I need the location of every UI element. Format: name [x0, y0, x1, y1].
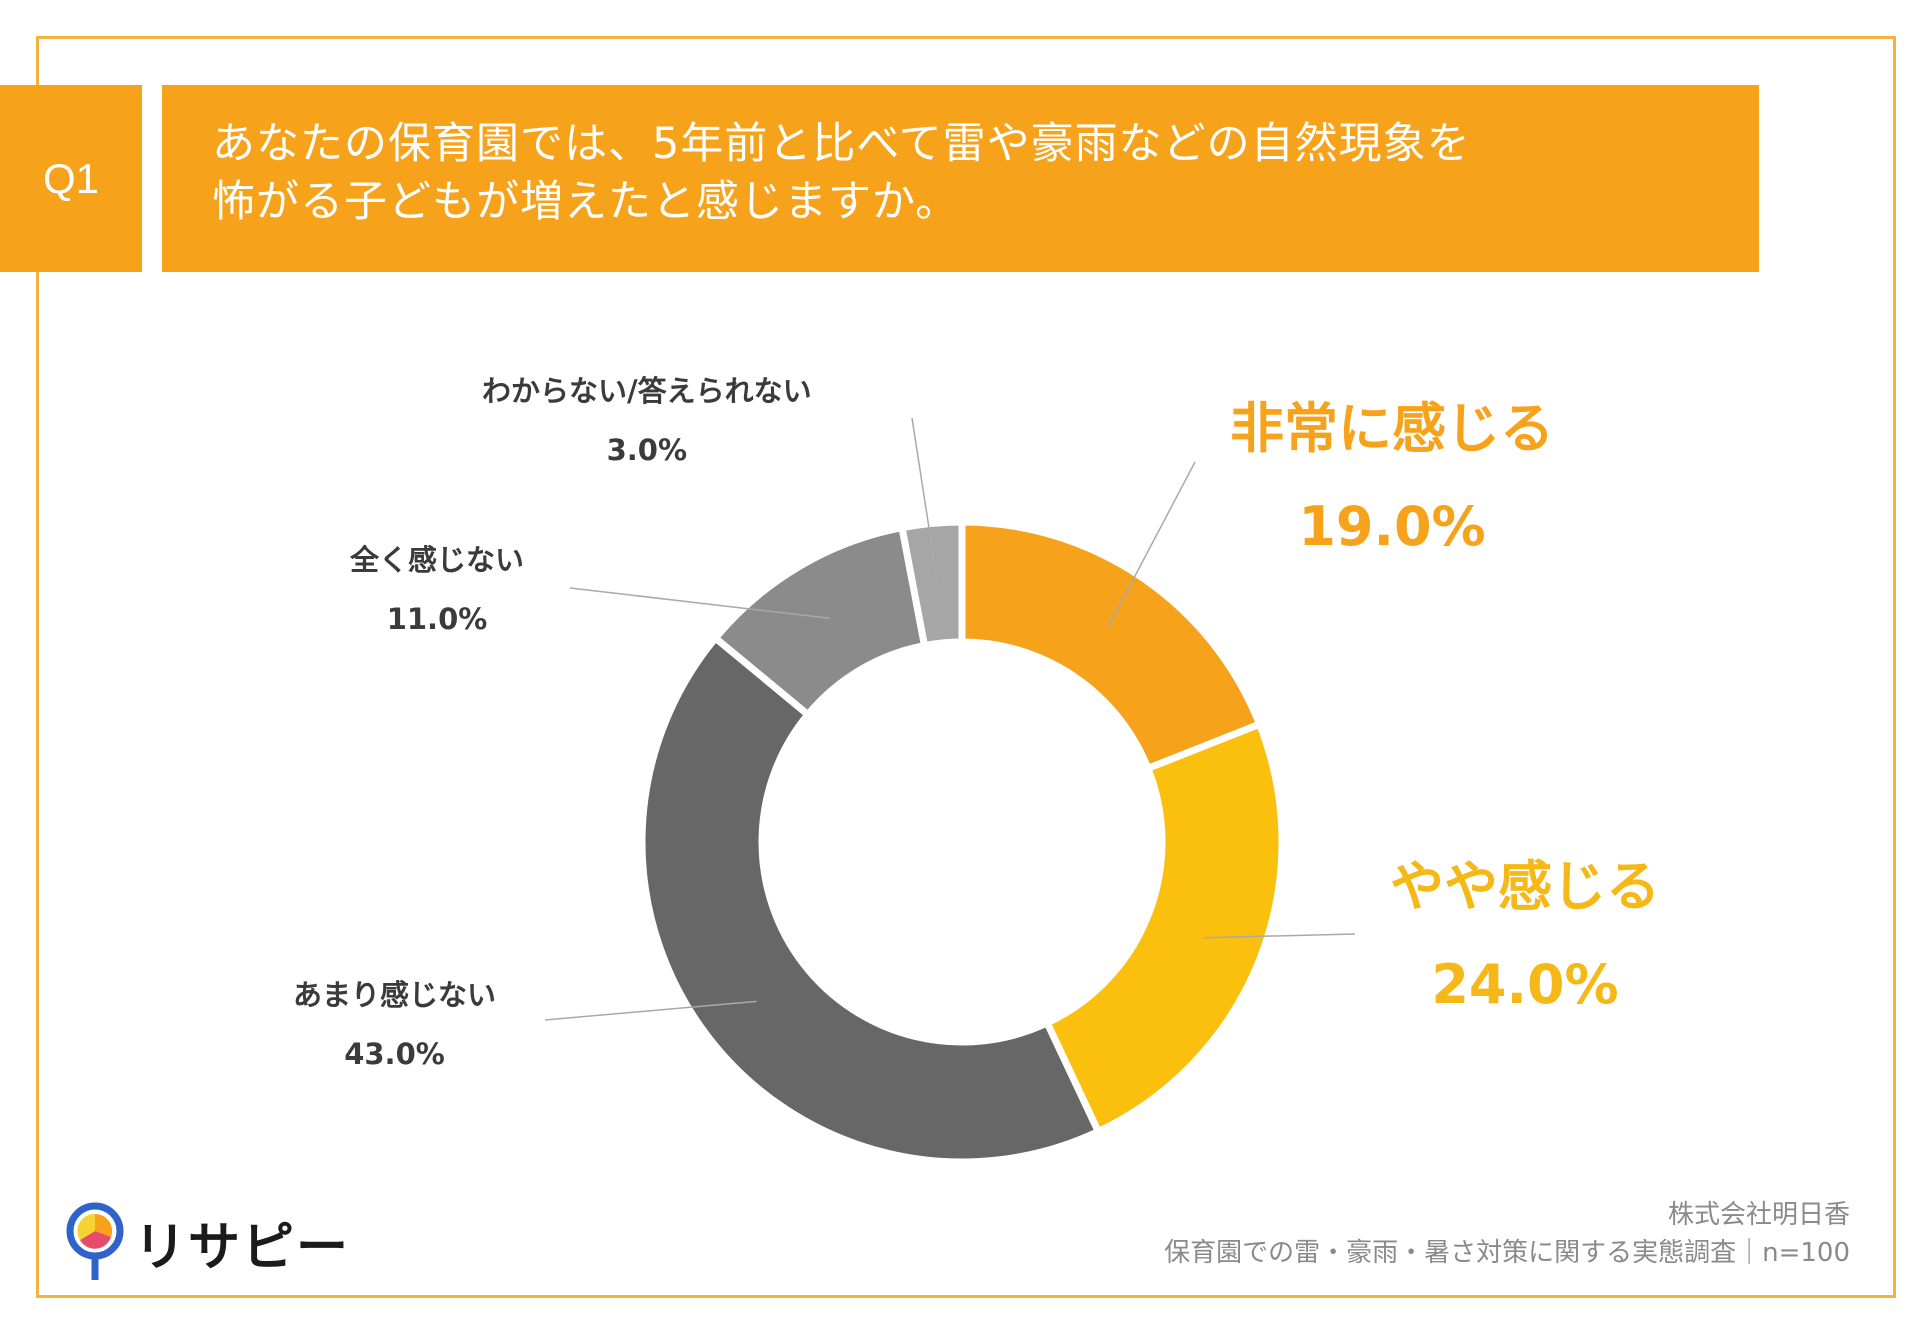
question-text-line-2: 怖がる子どもが増えたと感じますか。 — [212, 177, 960, 227]
question-number-badge: Q1 — [0, 85, 142, 272]
slice-label-4-value: 3.0% — [606, 433, 688, 467]
question-text-line-1: あなたの保育園では、5年前と比べて雷や豪雨などの自然現象を — [212, 119, 1471, 169]
leader-line-1 — [1203, 933, 1356, 939]
brand-logo-text: リサピー — [134, 1217, 351, 1278]
donut-slice-0 — [958, 518, 1265, 773]
donut-slice-4 — [897, 518, 966, 650]
map-pin-pie-icon — [66, 1202, 124, 1280]
slice-label-0-value: 19.0% — [1298, 495, 1486, 558]
source-company: 株式会社明日香 — [1667, 1200, 1850, 1230]
slice-label-2-value: 43.0% — [344, 1037, 445, 1071]
leader-line-0 — [1107, 461, 1196, 628]
slice-label-0-name: 非常に感じる — [1230, 397, 1554, 460]
slice-label-1: やや感じる 24.0% — [1390, 838, 1660, 1034]
slice-label-1-name: やや感じる — [1390, 855, 1660, 918]
leader-line-2 — [544, 1000, 757, 1021]
slice-label-3-value: 11.0% — [386, 602, 488, 636]
leader-line-4 — [911, 417, 939, 584]
slice-label-0: 非常に感じる 19.0% — [1230, 380, 1554, 576]
slice-label-4: わからない/答えられない 3.0% — [482, 362, 812, 480]
slice-label-1-value: 24.0% — [1431, 953, 1619, 1016]
source-survey: 保育園での雷・豪雨・暑さ対策に関する実態調査｜n=100 — [1164, 1238, 1850, 1268]
brand-logo: リサピー — [66, 1202, 350, 1282]
slice-label-3: 全く感じない 11.0% — [350, 531, 524, 649]
donut-slice-1 — [1042, 719, 1286, 1137]
slice-label-4-name: わからない/答えられない — [482, 374, 812, 408]
frame-border — [36, 36, 1896, 1298]
slice-label-2-name: あまり感じない — [293, 978, 497, 1012]
slice-label-3-name: 全く感じない — [350, 543, 525, 577]
donut-slice-2 — [638, 633, 1103, 1166]
slice-label-2: あまり感じない 43.0% — [293, 966, 496, 1084]
leader-line-3 — [569, 587, 830, 619]
source-note: 株式会社明日香 保育園での雷・豪雨・暑さ対策に関する実態調査｜n=100 — [1164, 1196, 1850, 1272]
question-banner: あなたの保育園では、5年前と比べて雷や豪雨などの自然現象を 怖がる子どもが増えた… — [162, 85, 1759, 272]
